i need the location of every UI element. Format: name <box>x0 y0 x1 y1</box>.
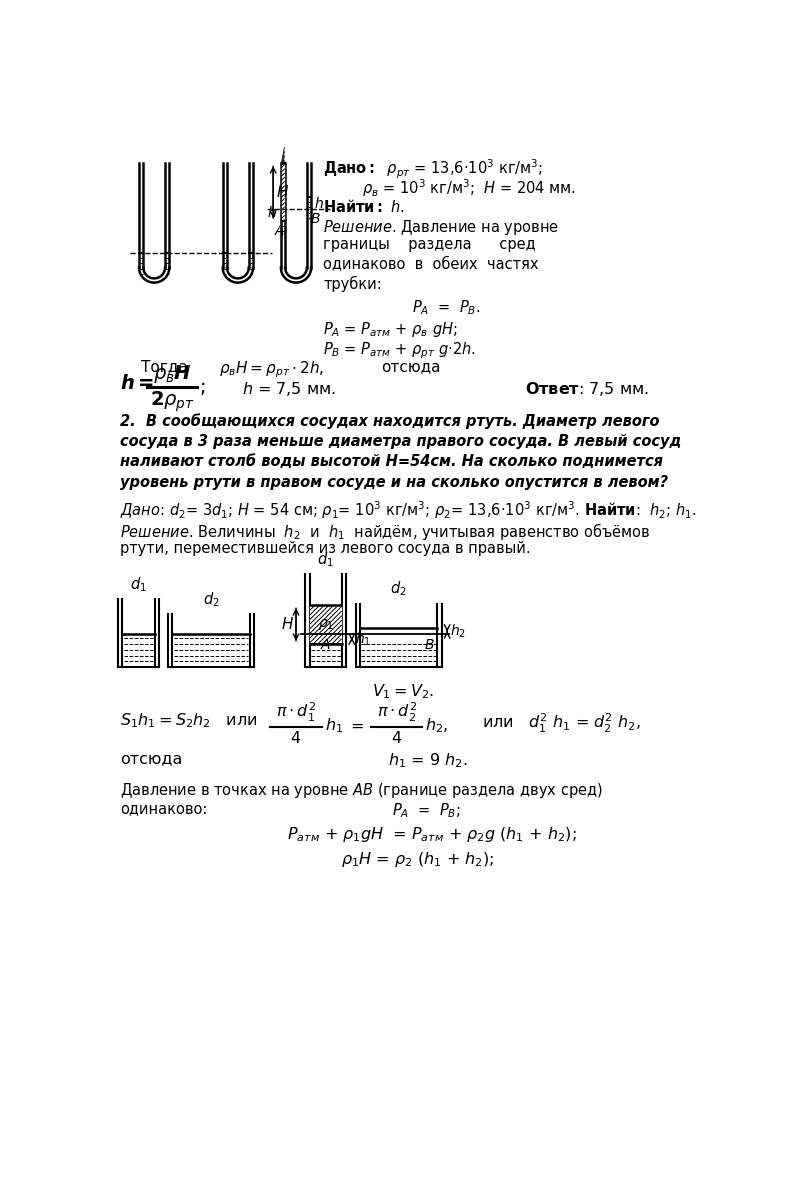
Text: $d_2$: $d_2$ <box>203 590 220 610</box>
Text: $\pi \cdot d_1^2$: $\pi \cdot d_1^2$ <box>276 701 316 724</box>
Text: $P_A$  =  $P_B$;: $P_A$ = $P_B$; <box>392 802 460 821</box>
Text: $h_1$: $h_1$ <box>355 630 371 648</box>
Text: сосуда в 3 раза меньше диаметра правого сосуда. В левый сосуд: сосуда в 3 раза меньше диаметра правого … <box>120 434 682 449</box>
Text: $h$ = 7,5 мм.: $h$ = 7,5 мм. <box>242 380 335 398</box>
Text: $h_1$: $h_1$ <box>325 716 343 734</box>
Text: или   $d_1^2$ $h_1$ = $d_2^2$ $h_2$,: или $d_1^2$ $h_1$ = $d_2^2$ $h_2$, <box>482 712 641 734</box>
Text: $V_1 = V_2$.: $V_1 = V_2$. <box>372 683 434 701</box>
Text: отсюда: отсюда <box>381 360 441 374</box>
Text: $H$: $H$ <box>276 184 290 200</box>
Text: $d_1$: $d_1$ <box>317 551 334 569</box>
Text: $\rho_{\mathit{в}}H = \rho_{\mathit{рт}} \cdot 2h$,: $\rho_{\mathit{в}}H = \rho_{\mathit{рт}}… <box>219 360 323 380</box>
Polygon shape <box>282 163 284 221</box>
Text: $\boldsymbol{\rho_{\mathit{в}}H}$: $\boldsymbol{\rho_{\mathit{в}}H}$ <box>153 364 191 385</box>
Text: $\boldsymbol{;}$: $\boldsymbol{;}$ <box>199 378 205 397</box>
Text: $\rho_1 H$ = $\rho_2$ ($h_1$ + $h_2$);: $\rho_1 H$ = $\rho_2$ ($h_1$ + $h_2$); <box>342 850 494 869</box>
Text: Тогда: Тогда <box>141 360 188 374</box>
Text: $h_2$,: $h_2$, <box>425 716 448 734</box>
Text: $h_1$ = 9 $h_2$.: $h_1$ = 9 $h_2$. <box>388 751 467 770</box>
Text: наливают столб воды высотой Н=54см. На сколько поднимется: наливают столб воды высотой Н=54см. На с… <box>120 455 663 469</box>
Text: $P_A$ = $P_{\mathit{атм}}$ + $\rho_{\mathit{в}}$ $gH$;: $P_A$ = $P_{\mathit{атм}}$ + $\rho_{\mat… <box>323 319 458 338</box>
Text: $d_2$: $d_2$ <box>390 580 407 599</box>
Text: $h$: $h$ <box>267 205 277 221</box>
Text: $\rho_{\mathit{в}}$ = 10$^3$ кг/м$^3$;  $H$ = 204 мм.: $\rho_{\mathit{в}}$ = 10$^3$ кг/м$^3$; $… <box>362 178 576 199</box>
Text: $d_1$: $d_1$ <box>130 575 146 594</box>
Text: $h$: $h$ <box>314 196 324 210</box>
Text: границы    раздела      сред: границы раздела сред <box>323 238 536 252</box>
Text: $=$: $=$ <box>347 718 364 733</box>
Text: $P_A$  =  $P_B$.: $P_A$ = $P_B$. <box>412 299 481 318</box>
Text: $P_B$ = $P_{\mathit{атм}}$ + $\rho_{\mathit{рт}}$ $g$·$2h$.: $P_B$ = $P_{\mathit{атм}}$ + $\rho_{\mat… <box>323 341 476 361</box>
Text: $\rho_1$: $\rho_1$ <box>318 617 334 632</box>
Text: $4$: $4$ <box>391 730 402 746</box>
Text: отсюда: отсюда <box>120 751 183 767</box>
Polygon shape <box>310 605 342 643</box>
Text: трубки:: трубки: <box>323 276 382 292</box>
Text: $\mathbf{Найти:}$ $h$.: $\mathbf{Найти:}$ $h$. <box>323 198 405 215</box>
Text: $A$: $A$ <box>320 638 331 653</box>
Text: $\mathit{Решение}$. Величины  $h_2$  и  $h_1$  найдём, учитывая равенство объёмо: $\mathit{Решение}$. Величины $h_2$ и $h_… <box>120 521 651 541</box>
Text: $P_{\mathit{атм}}$ + $\rho_1 gH$  = $P_{\mathit{атм}}$ + $\rho_2 g$ ($h_1$ + $h_: $P_{\mathit{атм}}$ + $\rho_1 gH$ = $P_{\… <box>287 824 577 844</box>
Text: Давление в точках на уровне $AB$ (границе раздела двух сред): Давление в точках на уровне $AB$ (границ… <box>120 781 603 799</box>
Text: $\mathit{Решение}$. Давление на уровне: $\mathit{Решение}$. Давление на уровне <box>323 218 560 236</box>
Text: $\mathit{Дано}$: $d_2$= 3$d_1$; $H$ = 54 см; $\rho_1$= 10$^3$ кг/м$^3$; $\rho_2$: $\mathit{Дано}$: $d_2$= 3$d_1$; $H$ = 54… <box>120 499 696 521</box>
Text: $h_2$: $h_2$ <box>450 623 466 640</box>
Text: одинаково  в  обеих  частях: одинаково в обеих частях <box>323 257 538 271</box>
Text: 2.  В сообщающихся сосудах находится ртуть. Диаметр левого: 2. В сообщающихся сосудах находится ртут… <box>120 414 660 430</box>
Text: уровень ртути в правом сосуде и на сколько опустится в левом?: уровень ртути в правом сосуде и на сколь… <box>120 475 668 490</box>
Text: одинаково:: одинаково: <box>120 802 208 816</box>
Text: $B$: $B$ <box>424 638 435 653</box>
Text: $\pi \cdot d_2^2$: $\pi \cdot d_2^2$ <box>377 701 417 724</box>
Text: $S_1 h_1 = S_2 h_2$   или: $S_1 h_1 = S_2 h_2$ или <box>120 712 257 730</box>
Text: $4$: $4$ <box>290 730 301 746</box>
Text: $H$: $H$ <box>281 617 294 632</box>
Text: $\boldsymbol{2\rho_{\mathit{рт}}}$: $\boldsymbol{2\rho_{\mathit{рт}}}$ <box>150 390 194 414</box>
Text: $A$: $A$ <box>275 224 286 238</box>
Text: $B$: $B$ <box>309 212 320 226</box>
Text: $\boldsymbol{h}$$\boldsymbol{=}$: $\boldsymbol{h}$$\boldsymbol{=}$ <box>120 374 154 394</box>
Text: $\mathbf{Дано:}$  $\rho_{\mathit{рт}}$ = 13,6·10$^3$ кг/м$^3$;: $\mathbf{Дано:}$ $\rho_{\mathit{рт}}$ = … <box>323 158 543 181</box>
Text: $\mathbf{Ответ}$: 7,5 мм.: $\mathbf{Ответ}$: 7,5 мм. <box>525 380 648 398</box>
Text: ртути, переместившейся из левого сосуда в правый.: ртути, переместившейся из левого сосуда … <box>120 540 530 556</box>
